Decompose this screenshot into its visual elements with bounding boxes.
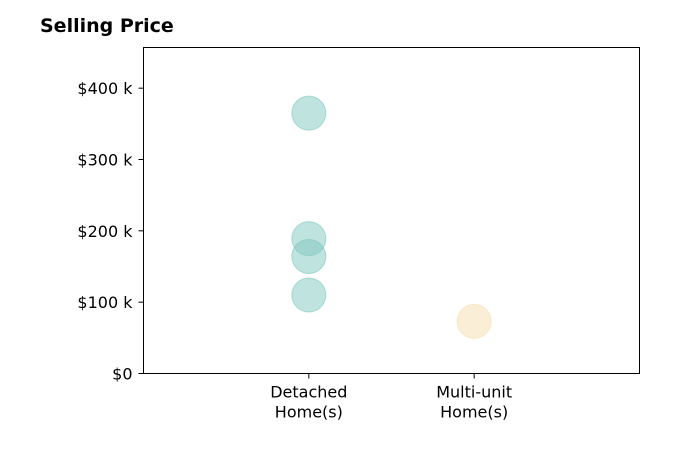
y-tick-label: $0 bbox=[112, 365, 132, 384]
x-tick-label: Detached bbox=[270, 383, 347, 402]
y-tick-label: $200 k bbox=[77, 222, 133, 241]
data-point bbox=[291, 277, 327, 313]
data-point bbox=[291, 239, 327, 275]
chart-title: Selling Price bbox=[40, 15, 174, 37]
y-tick-label: $400 k bbox=[77, 79, 133, 98]
plot-frame bbox=[143, 47, 640, 374]
x-tick-label: Home(s) bbox=[275, 403, 343, 422]
x-tick-label: Multi-unit bbox=[436, 383, 512, 402]
data-point bbox=[456, 303, 492, 339]
data-points bbox=[291, 95, 492, 339]
x-tick-label: Home(s) bbox=[440, 403, 508, 422]
y-tick-label: $100 k bbox=[77, 293, 133, 312]
y-axis: $0 $100 k $200 k $300 k $400 k bbox=[77, 79, 144, 384]
data-point bbox=[291, 95, 327, 131]
y-tick-label: $300 k bbox=[77, 150, 133, 169]
